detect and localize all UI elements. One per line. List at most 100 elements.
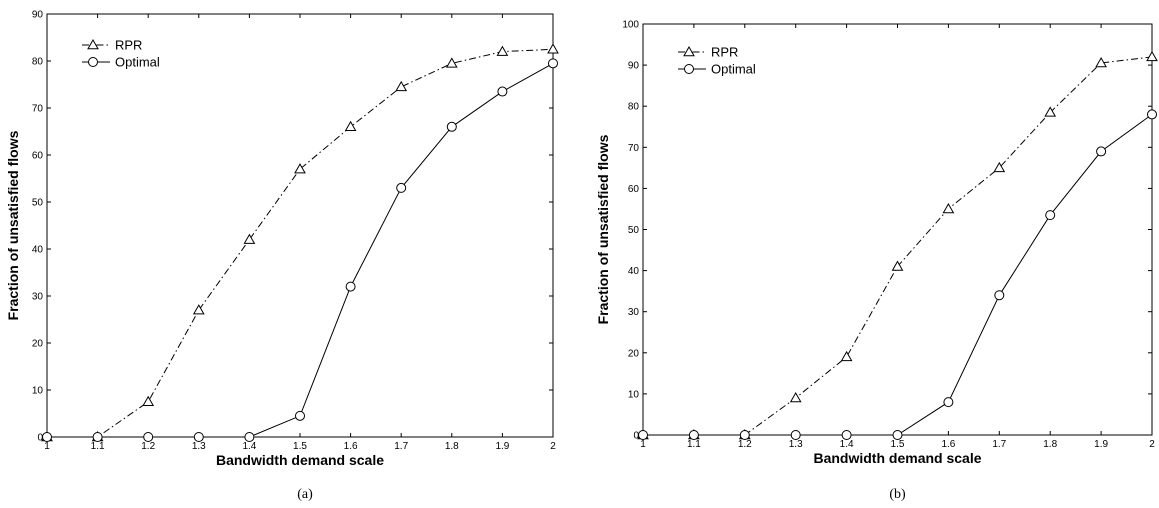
series-line-optimal [47, 62, 554, 438]
data-point-rpr [192, 304, 205, 315]
y-tick-label: 60 [32, 151, 44, 162]
x-tick-label: 1.2 [141, 441, 155, 452]
data-point-optimal [396, 182, 407, 193]
data-point-rpr [891, 260, 904, 271]
chart-panel-b: 1 1.1 1.2 1.3 1.4 1.5 1.6 1.7 1.8 1.9 2 0 10 20 30 40 50… [590, 0, 1159, 508]
data-point-optimal [92, 432, 103, 442]
legend-label-rpr: RPR [711, 45, 738, 60]
x-tick-label: 1.2 [738, 439, 752, 450]
data-point-rpr [942, 202, 955, 214]
data-point-optimal [638, 430, 648, 440]
x-tick-label: 1.9 [1094, 439, 1108, 450]
x-tick-label: 1.5 [293, 441, 307, 452]
x-tick-label: 1.1 [687, 439, 701, 450]
x-tick-label: 1.4 [840, 439, 854, 450]
y-tick-label: 40 [32, 245, 44, 256]
x-tick-label: 1.8 [1043, 439, 1057, 450]
y-tick-label: 10 [628, 389, 640, 400]
y-tick-label: 80 [628, 102, 640, 113]
x-tick-label: 1.4 [242, 441, 256, 452]
data-point-rpr [1044, 106, 1057, 117]
x-tick-label: 1.6 [941, 439, 955, 450]
y-tick-label: 0 [633, 431, 639, 442]
data-point-optimal [244, 432, 255, 442]
x-tick-label: 1.1 [91, 441, 105, 452]
y-axis-title: Fraction of unsatisfied flows [595, 134, 611, 324]
legend: RPR Optimal [82, 38, 160, 70]
data-point-optimal [841, 430, 852, 440]
data-point-optimal [345, 281, 356, 292]
y-tick-label: 20 [32, 339, 44, 350]
legend-marker-optimal [684, 64, 694, 74]
x-tick-label: 1.3 [192, 441, 206, 452]
series-line-rpr [643, 56, 1153, 436]
data-point-optimal [892, 430, 903, 440]
data-point-optimal [295, 410, 305, 421]
data-point-rpr [1146, 50, 1158, 62]
data-point-rpr [142, 395, 155, 406]
series-optimal [638, 109, 1157, 440]
data-point-optimal [193, 432, 204, 442]
panel-caption: (a) [297, 487, 313, 502]
data-point-rpr [294, 163, 306, 174]
legend: RPR Optimal [678, 45, 756, 77]
y-tick-label: 90 [628, 61, 640, 72]
legend-marker-rpr [683, 45, 695, 57]
series-optimal [42, 58, 558, 442]
x-axis-title: Bandwidth demand scale [813, 450, 981, 466]
x-tick-label: 1.5 [891, 439, 905, 450]
y-tick-label: 90 [32, 10, 44, 21]
x-tick-label: 1.9 [495, 441, 509, 452]
y-tick-label: 10 [32, 386, 44, 397]
y-tick-label: 60 [628, 184, 640, 195]
x-tick-label: 1.8 [445, 441, 459, 452]
plot-frame [642, 23, 1153, 436]
y-tick-label: 30 [32, 292, 44, 303]
y-tick-label: 30 [628, 307, 640, 318]
chart-b-svg: 1 1.1 1.2 1.3 1.4 1.5 1.6 1.7 1.8 1.9 201020304050… [595, 20, 1158, 502]
y-tick-label: 50 [32, 198, 44, 209]
data-point-rpr [445, 57, 458, 68]
y-tick-label: 0 [37, 433, 43, 444]
panel-caption: (b) [889, 487, 906, 502]
x-tick-label: 1.7 [992, 439, 1006, 450]
y-tick-label: 40 [628, 266, 640, 277]
data-point-optimal [739, 430, 750, 440]
chart-a-svg: 1 1.1 1.2 1.3 1.4 1.5 1.6 1.7 1.8 1.9 201020304050… [5, 10, 559, 502]
data-point-rpr [344, 120, 357, 132]
data-point-optimal [688, 430, 699, 440]
data-point-optimal [446, 121, 457, 132]
x-axis-title: Bandwidth demand scale [216, 452, 384, 468]
data-point-optimal [42, 432, 52, 442]
data-point-rpr [496, 45, 509, 56]
y-tick-label: 100 [622, 20, 639, 31]
data-point-rpr [1095, 57, 1107, 68]
legend-marker-optimal [88, 57, 98, 67]
data-point-optimal [994, 290, 1005, 301]
data-point-optimal [497, 86, 508, 97]
x-tick-label: 1 [44, 441, 50, 452]
x-tick-label: 1 [640, 439, 646, 450]
plot-frame [46, 13, 554, 438]
chart-panel-a: 1 1.1 1.2 1.3 1.4 1.5 1.6 1.7 1.8 1.9 2 0 10 20 30 40 50… [5, 10, 559, 502]
legend-label-optimal: Optimal [711, 62, 756, 77]
x-tick-label: 1.7 [394, 441, 408, 452]
y-tick-label: 70 [628, 143, 640, 154]
y-tick-label: 50 [628, 225, 640, 236]
y-tick-label: 80 [32, 57, 44, 68]
series-line-rpr [47, 48, 554, 438]
series-rpr [637, 50, 1158, 440]
data-point-optimal [143, 432, 154, 442]
y-axis-title: Fraction of unsatisfied flows [5, 130, 21, 320]
data-point-optimal [1096, 146, 1107, 157]
data-point-rpr [789, 392, 802, 403]
x-tick-label: 1.3 [789, 439, 803, 450]
data-point-rpr [547, 43, 559, 54]
data-point-rpr [840, 350, 853, 362]
x-tick-label: 2 [1149, 439, 1155, 450]
series-rpr [41, 43, 559, 442]
data-point-rpr [395, 80, 408, 92]
legend-label-optimal: Optimal [115, 55, 160, 70]
y-tick-label: 70 [32, 104, 44, 115]
y-tick-label: 20 [628, 348, 640, 359]
